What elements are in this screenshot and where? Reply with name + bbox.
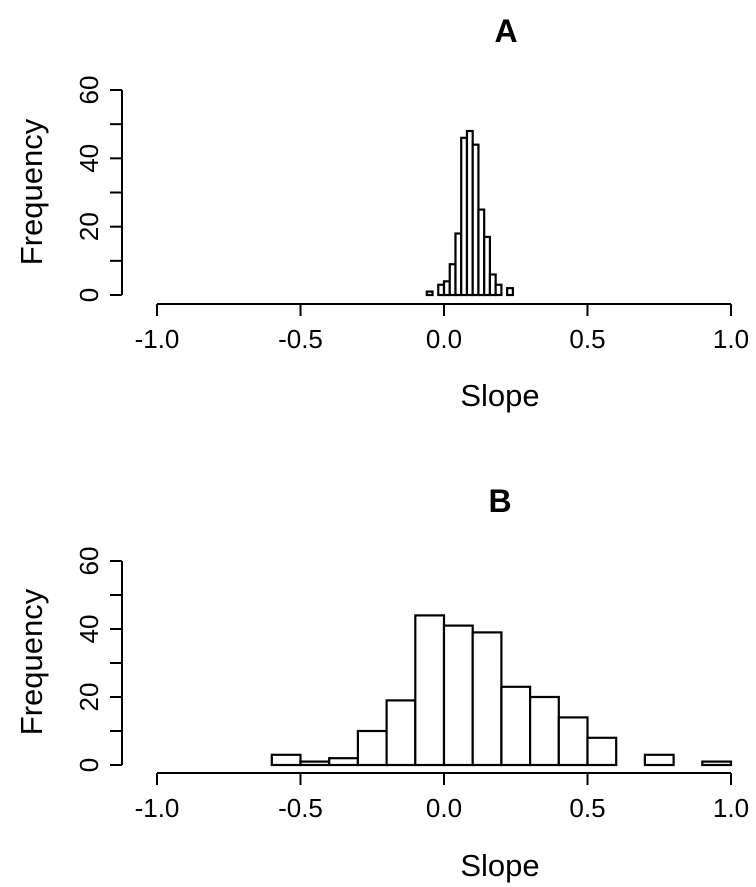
histogram-bar bbox=[701, 760, 733, 767]
x-tick-label: 0.5 bbox=[569, 324, 605, 354]
histogram-bar bbox=[471, 631, 503, 767]
chart-title: A bbox=[494, 13, 517, 49]
x-tick-label: -1.0 bbox=[135, 324, 180, 354]
panel-a: A 0 20 40 60 -1.0 -0.5 0.0 0.5 1.0 Frequency Sl… bbox=[14, 13, 749, 413]
x-tick-label: 1.0 bbox=[713, 793, 749, 823]
histogram-bar bbox=[385, 699, 417, 767]
y-tick-label: 40 bbox=[74, 144, 104, 173]
y-tick-label: 60 bbox=[74, 76, 104, 105]
y-tick-label: 0 bbox=[74, 758, 104, 772]
bars-group bbox=[425, 129, 514, 297]
y-tick-label: 20 bbox=[74, 683, 104, 712]
x-tick-label: -0.5 bbox=[278, 324, 323, 354]
histogram-bar bbox=[328, 757, 360, 767]
histogram-bar bbox=[270, 753, 302, 767]
histogram-bar bbox=[356, 729, 388, 767]
x-axis: -1.0 -0.5 0.0 0.5 1.0 bbox=[135, 772, 749, 823]
x-tick-label: 0.0 bbox=[426, 324, 462, 354]
y-tick-label: 60 bbox=[74, 547, 104, 576]
y-axis: 0 20 40 60 bbox=[74, 76, 123, 302]
histogram-bar bbox=[425, 290, 434, 297]
x-tick-label: 0.0 bbox=[426, 793, 462, 823]
histogram-bar bbox=[500, 685, 532, 767]
histogram-bar bbox=[557, 716, 589, 767]
x-tick-label: -0.5 bbox=[278, 793, 323, 823]
y-axis-label: Frequency bbox=[14, 118, 49, 265]
histogram-bar bbox=[414, 614, 446, 767]
x-tick-label: 1.0 bbox=[713, 324, 749, 354]
x-axis-label: Slope bbox=[460, 848, 539, 883]
x-axis-label: Slope bbox=[460, 378, 539, 413]
y-tick-label: 40 bbox=[74, 615, 104, 644]
histogram-bar bbox=[528, 695, 560, 767]
x-tick-label: 0.5 bbox=[569, 793, 605, 823]
y-axis-label: Frequency bbox=[14, 588, 49, 735]
x-axis: -1.0 -0.5 0.0 0.5 1.0 bbox=[135, 303, 749, 354]
histogram-bar bbox=[643, 753, 675, 767]
panel-b: B 0 20 40 60 -1.0 -0.5 0.0 0.5 1.0 Frequency Sl… bbox=[14, 483, 749, 883]
y-axis: 0 20 40 60 bbox=[74, 547, 123, 772]
histogram-bar bbox=[483, 235, 492, 297]
histogram-bar bbox=[299, 760, 331, 767]
chart-title: B bbox=[488, 483, 511, 519]
y-tick-label: 20 bbox=[74, 212, 104, 241]
histogram-bar bbox=[494, 283, 503, 297]
histogram-bar bbox=[586, 736, 618, 767]
histogram-bar bbox=[506, 287, 514, 297]
histogram-bar bbox=[442, 624, 474, 767]
bars-group bbox=[270, 614, 733, 767]
y-tick-label: 0 bbox=[74, 288, 104, 302]
x-tick-label: -1.0 bbox=[135, 793, 180, 823]
